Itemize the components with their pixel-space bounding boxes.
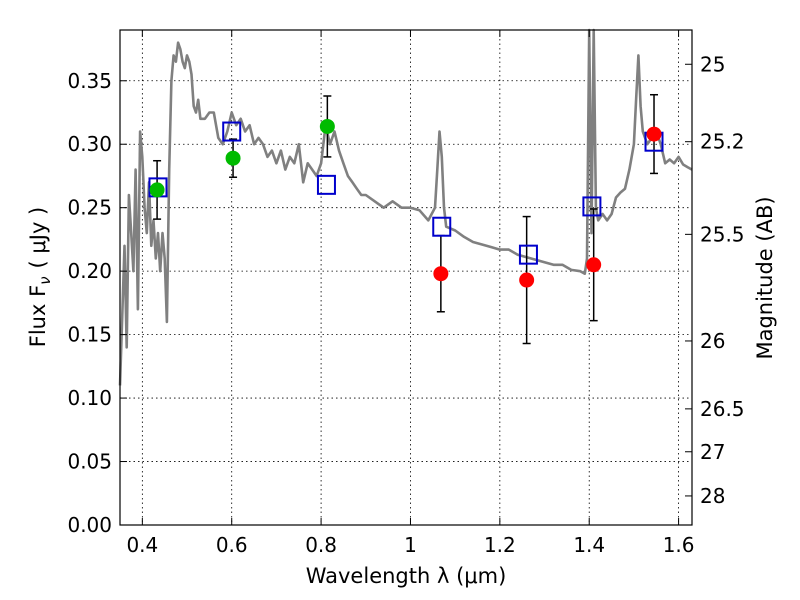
- x-tick-label: 0.4: [126, 533, 158, 557]
- y-axis-title-right: Magnitude (AB): [753, 196, 777, 359]
- svg-text:Flux Fν( μJy ): Flux Fν ( μJy ): [26, 207, 54, 348]
- observed-red-point: [586, 257, 602, 273]
- y-right-tick-label: 28: [700, 484, 725, 508]
- y-tick-label: 0.30: [67, 132, 112, 156]
- y-tick-label: 0.25: [67, 196, 112, 220]
- y-right-tick-label: 25.2: [700, 130, 745, 154]
- y-right-tick-label: 25: [700, 52, 725, 76]
- errorbar-layer: [153, 93, 659, 345]
- model-square: [518, 244, 538, 265]
- model-square: [222, 121, 242, 142]
- x-tick-label: 1.6: [663, 533, 695, 557]
- y-tick-label: 0.20: [67, 259, 112, 283]
- y-tick-label: 0.15: [67, 323, 112, 347]
- y-right-tick-label: 25.5: [700, 222, 745, 246]
- y-tick-label: 0.05: [67, 450, 112, 474]
- spectrum-layer: [118, 28, 693, 386]
- y-axis-title-left: Flux Fν ( μJy ): [26, 207, 54, 348]
- y-tick-label: 0.35: [67, 69, 112, 93]
- model-square: [432, 216, 452, 237]
- y-right-tick-label: 26: [700, 329, 725, 353]
- point-layer: [149, 118, 662, 288]
- plot-frame: [119, 29, 693, 526]
- grid: [120, 30, 692, 526]
- y-axis-title-flux: Flux F: [26, 285, 50, 347]
- y-tick-label: 0.10: [67, 386, 112, 410]
- observed-red-point: [646, 126, 662, 142]
- y-right-tick-label: 26.5: [700, 397, 745, 421]
- model-square: [582, 196, 602, 217]
- tick-labels: 0.4 0.6 0.8 1 1.2 1.4 1.6 0.00 0.05 0.10 0.15 0.20 0…: [67, 52, 744, 557]
- y-axis-title-unit: ( μJy ): [26, 207, 50, 269]
- observed-green-point: [149, 182, 165, 198]
- tick-marks: [120, 30, 692, 526]
- x-tick-label: 1.2: [484, 533, 516, 557]
- x-tick-label: 1: [404, 533, 417, 557]
- y-tick-label: 0.00: [67, 513, 112, 537]
- observed-green-point: [225, 150, 241, 166]
- y-axis-title-nu: ν: [36, 276, 54, 284]
- model-square: [316, 174, 336, 195]
- y-right-tick-label: 27: [700, 440, 725, 464]
- observed-green-point: [319, 118, 335, 134]
- spectrum-line: [118, 28, 693, 386]
- observed-red-point: [433, 266, 449, 282]
- x-tick-label: 0.8: [305, 533, 337, 557]
- observed-red-point: [519, 272, 535, 288]
- x-axis-title: Wavelength λ (μm): [306, 564, 507, 588]
- x-tick-label: 1.4: [573, 533, 605, 557]
- x-tick-label: 0.6: [216, 533, 248, 557]
